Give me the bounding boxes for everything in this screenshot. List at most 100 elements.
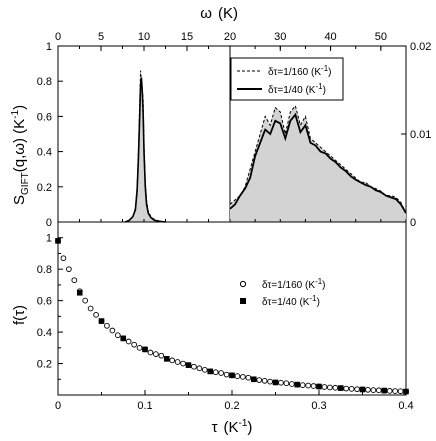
data-point-square bbox=[381, 387, 388, 394]
data-point-circle bbox=[82, 297, 89, 304]
data-point-circle bbox=[60, 255, 67, 262]
tick-marks: 0 5 10 15 20 30 40 5000.20.40.60.8100.010.020.2… bbox=[37, 31, 432, 412]
data-point-circle bbox=[261, 377, 268, 384]
top-legend: δτ=1/160 (K-1) δτ=1/40 (K-1) bbox=[230, 57, 344, 101]
f-tick-label: 0.2 bbox=[37, 359, 52, 371]
peak-fill-area bbox=[125, 70, 166, 222]
data-point-circle bbox=[354, 386, 360, 393]
bottom-frame bbox=[57, 221, 407, 396]
svg-text:SGIFT(q,ω) (K-1): SGIFT(q,ω) (K-1) bbox=[10, 105, 31, 205]
data-point-circle bbox=[196, 365, 203, 372]
tau-tick-label: 0.4 bbox=[398, 400, 413, 412]
data-point-circle bbox=[278, 379, 284, 386]
data-point-circle bbox=[147, 349, 154, 356]
data-point-square bbox=[98, 318, 105, 324]
data-point-circle bbox=[223, 371, 230, 378]
y-tick-label: 0.2 bbox=[37, 182, 52, 194]
data-point-square bbox=[207, 368, 214, 375]
data-point-circle bbox=[332, 384, 339, 391]
peak-line-solid bbox=[124, 77, 166, 223]
data-point-circle bbox=[299, 382, 306, 388]
bottom-legend-label-1: δτ=1/160 (K-1) bbox=[262, 277, 326, 291]
data-point-circle bbox=[234, 373, 241, 379]
top-legend-label-1: δτ=1/160 (K-1) bbox=[268, 64, 332, 78]
data-point-circle bbox=[370, 387, 377, 393]
data-point-circle bbox=[305, 382, 311, 389]
bottom-plot bbox=[55, 238, 409, 395]
data-point-circle bbox=[212, 369, 219, 376]
omega-tick-label: 0 bbox=[55, 31, 61, 43]
data-point-circle bbox=[392, 388, 398, 394]
data-point-circle bbox=[240, 374, 246, 380]
data-point-square bbox=[250, 376, 257, 383]
top-right-plot bbox=[229, 104, 407, 223]
data-point-circle bbox=[109, 327, 116, 334]
data-point-circle bbox=[71, 277, 78, 284]
data-point-circle bbox=[169, 357, 176, 364]
data-point-circle bbox=[158, 352, 165, 359]
data-point-circle bbox=[153, 351, 159, 357]
bottom-legend: δτ=1/160 (K-1) δτ=1/40 (K-1) bbox=[239, 277, 326, 308]
data-point-circle bbox=[321, 384, 328, 390]
omega-tick-label: 50 bbox=[375, 31, 387, 43]
data-point-circle bbox=[201, 366, 208, 373]
top-x-axis-title: ω bbox=[200, 5, 212, 22]
omega-tick-label: 20 bbox=[224, 31, 236, 43]
data-point-circle bbox=[191, 363, 197, 370]
data-point-circle bbox=[343, 385, 350, 392]
omega-tick-label: 5 bbox=[98, 31, 104, 43]
omega-tick-label: 40 bbox=[324, 31, 336, 43]
bottom-y-axis-title: f(τ) bbox=[11, 305, 28, 325]
omega-tick-label: 15 bbox=[181, 31, 193, 43]
broad-line-dashed bbox=[229, 104, 407, 214]
data-point-circle bbox=[87, 305, 94, 312]
data-point-circle bbox=[397, 388, 404, 395]
data-point-circle bbox=[245, 374, 252, 381]
data-point-square bbox=[163, 356, 170, 362]
tau-tick-label: 0.1 bbox=[137, 400, 152, 412]
data-point-circle bbox=[386, 388, 393, 394]
tau-tick-label: 0 bbox=[55, 400, 61, 412]
f-tick-label: 0.4 bbox=[37, 327, 52, 339]
top-left-plot bbox=[58, 70, 230, 223]
y-tick-label: 0 bbox=[46, 217, 52, 229]
top-y-axis-title: SGIFT(q,ω) (K-1) bbox=[10, 105, 31, 205]
data-point-square bbox=[316, 383, 322, 390]
y-right-tick-label: 0.01 bbox=[410, 129, 431, 141]
data-point-square bbox=[294, 381, 301, 388]
data-point-circle bbox=[180, 360, 186, 367]
data-point-circle bbox=[288, 381, 295, 387]
data-point-square bbox=[185, 362, 192, 368]
data-point-circle bbox=[283, 380, 290, 387]
top-x-axis-unit: (K) bbox=[218, 5, 238, 22]
omega-tick-label: 10 bbox=[138, 31, 150, 43]
y-tick-label: 0.8 bbox=[37, 76, 52, 88]
y-tick-label: 0.6 bbox=[37, 111, 52, 123]
top-legend-box bbox=[230, 57, 344, 101]
data-point-circle bbox=[267, 378, 273, 385]
data-point-circle bbox=[114, 332, 121, 339]
data-point-circle bbox=[66, 266, 72, 273]
tau-tick-label: 0.3 bbox=[311, 400, 326, 412]
data-point-circle bbox=[136, 344, 143, 351]
y-right-tick-label: 0.02 bbox=[410, 41, 431, 53]
data-point-circle bbox=[218, 370, 224, 376]
data-point-circle bbox=[174, 359, 181, 365]
bottom-legend-square-marker bbox=[240, 298, 246, 304]
data-point-square bbox=[337, 385, 344, 391]
data-point-circle bbox=[348, 386, 355, 392]
data-point-square bbox=[359, 386, 366, 393]
f-tick-label: 0.8 bbox=[37, 264, 52, 276]
data-point-circle bbox=[375, 387, 382, 394]
data-point-circle bbox=[327, 384, 333, 391]
f-tick-label: 0.6 bbox=[37, 296, 52, 308]
y-right-tick-label: 0 bbox=[410, 217, 416, 229]
data-point-square bbox=[120, 335, 127, 342]
broad-fill-area bbox=[230, 105, 406, 222]
data-point-square bbox=[229, 372, 235, 379]
data-point-square bbox=[272, 379, 279, 386]
bottom-legend-circle-marker bbox=[239, 280, 247, 288]
data-point-circle bbox=[93, 311, 99, 318]
data-point-circle bbox=[256, 377, 263, 383]
